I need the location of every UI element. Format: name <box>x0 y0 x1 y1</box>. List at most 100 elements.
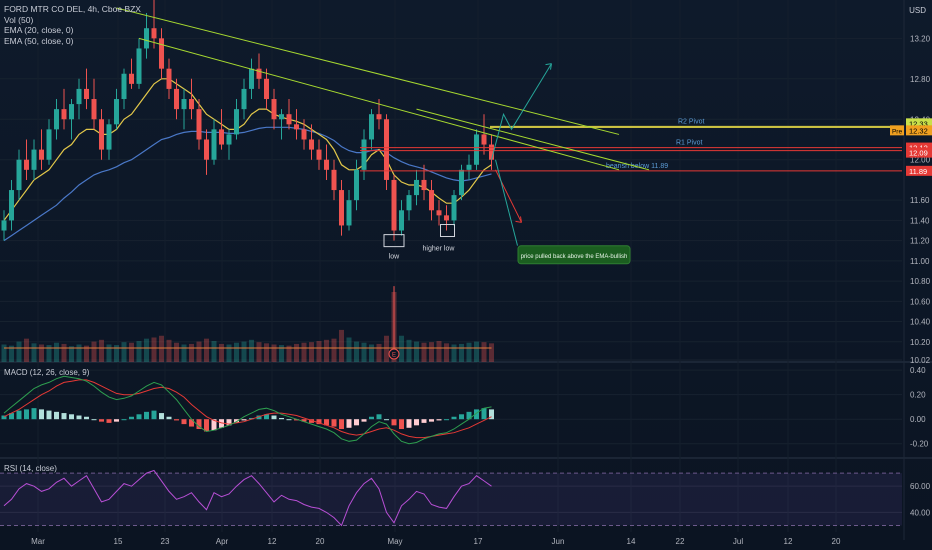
price-tick-label: 12.80 <box>910 75 931 84</box>
macd-histogram-bar <box>444 419 449 421</box>
low-label: low <box>389 254 400 261</box>
candle <box>264 68 269 110</box>
macd-histogram-bar <box>309 419 314 423</box>
macd-histogram-bar <box>376 414 382 420</box>
pivot-level-label: R1 Pivot <box>676 140 703 147</box>
candle <box>84 68 89 110</box>
candle-body <box>444 215 449 221</box>
macd-histogram-bar <box>459 414 464 420</box>
volume-bar <box>1 344 7 362</box>
volume-bar <box>376 343 382 362</box>
candle <box>24 139 29 180</box>
volume-bar <box>121 342 127 362</box>
macd-histogram-bar <box>226 419 232 426</box>
macd-tick-label: 0.00 <box>910 415 926 424</box>
volume-bar <box>271 344 277 362</box>
volume-bar <box>241 341 247 362</box>
candle-body <box>144 28 149 49</box>
price-tick-label: 12.00 <box>910 156 931 165</box>
candle-body <box>301 129 307 140</box>
macd-pane[interactable] <box>1 375 495 445</box>
candle-body <box>294 124 299 130</box>
macd-histogram-bar <box>466 411 472 420</box>
candle <box>309 124 314 160</box>
candle <box>136 38 142 89</box>
candle <box>1 210 7 241</box>
volume-bar <box>226 344 232 362</box>
macd-histogram-bar <box>166 416 172 420</box>
candle <box>204 129 209 175</box>
macd-histogram-bar <box>429 419 434 422</box>
volume-bar <box>54 342 59 362</box>
macd-tick-label: 0.40 <box>910 366 926 375</box>
trendline <box>116 7 620 135</box>
candle-body <box>1 220 7 231</box>
macd-histogram-bar <box>361 419 367 422</box>
volume-bar <box>399 335 404 362</box>
price-tick-label: 10.80 <box>910 277 931 286</box>
price-tick-label: 13.20 <box>910 34 931 43</box>
price-level-tag-box <box>906 165 932 176</box>
volume-bar <box>324 339 329 362</box>
volume-bar <box>481 342 487 362</box>
volume-bar <box>346 337 352 362</box>
candle-body <box>256 68 262 79</box>
macd-histogram-bar <box>219 419 224 428</box>
volume-bar <box>339 329 344 362</box>
candle-body <box>46 129 52 160</box>
volume-bar <box>436 341 442 362</box>
candle-body <box>91 99 97 120</box>
candle-body <box>324 159 329 170</box>
candle-body <box>129 73 134 84</box>
indicator-legend: FORD MTR CO DEL, 4h, Cboe BZX Vol (50) E… <box>4 4 141 46</box>
rsi-pane[interactable] <box>0 469 902 527</box>
candle <box>301 119 307 150</box>
candle <box>271 88 277 130</box>
candle <box>399 200 404 236</box>
macd-signal-line <box>3 379 492 439</box>
macd-histogram-bar <box>271 415 277 420</box>
candle-body <box>151 28 157 39</box>
volume-bar <box>309 342 314 362</box>
candle-body <box>391 179 397 231</box>
time-tick-label: 20 <box>832 537 841 546</box>
candle-body <box>451 195 457 221</box>
macd-histogram-bar <box>106 419 112 423</box>
macd-histogram-bar <box>391 419 397 426</box>
macd-histogram-bar <box>196 419 202 430</box>
earnings-marker-label: E <box>392 353 396 359</box>
volume-bar <box>39 344 44 362</box>
price-tick-label: 10.60 <box>910 297 931 306</box>
candle-body <box>181 99 187 110</box>
legend-ema50: EMA (50, close, 0) <box>4 35 74 46</box>
candle-body <box>459 169 464 196</box>
volume-bar <box>151 337 157 362</box>
macd-histogram-bar <box>114 419 119 422</box>
candle-body <box>114 99 119 125</box>
volume-bar <box>316 341 322 362</box>
currency-label: USD <box>909 6 926 15</box>
price-tick-label: 11.40 <box>910 216 930 225</box>
legend-volume: Vol (50) <box>4 14 34 25</box>
candle <box>99 109 104 160</box>
volume-bar <box>91 341 97 362</box>
candle-body <box>406 195 412 211</box>
candle <box>414 169 419 206</box>
candle-body <box>369 114 374 140</box>
volume-bar <box>61 343 67 362</box>
price-level-tag-value: 12.32 <box>909 126 928 135</box>
macd-histogram-bar <box>256 415 262 420</box>
candle-body <box>429 190 434 211</box>
volume-bar <box>69 346 74 362</box>
candle-body <box>421 179 427 191</box>
ema50-line <box>3 126 492 242</box>
volume-bar <box>136 341 142 362</box>
candle <box>159 28 164 79</box>
price-level-tag-box <box>906 147 932 158</box>
volume-bar <box>249 339 254 362</box>
pivot-level-label: R2 Pivot <box>678 118 705 125</box>
candle-body <box>69 104 74 120</box>
candle-body <box>61 109 67 120</box>
